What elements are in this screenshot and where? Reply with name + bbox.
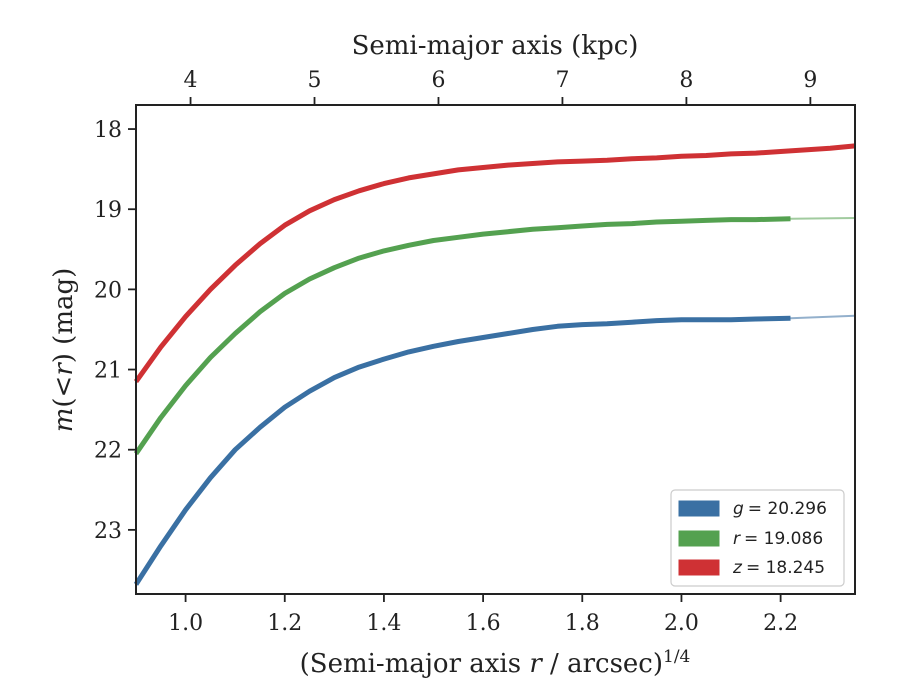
legend-entry-g: g = 20.296 bbox=[678, 499, 827, 519]
y-tick-label-18: 18 bbox=[94, 118, 122, 143]
legend-swatch-z bbox=[678, 559, 720, 576]
legend-label-r: r = 19.086 bbox=[733, 529, 823, 549]
series-g-line bbox=[133, 315, 791, 586]
y-axis-title: m(<r) (mag) bbox=[49, 268, 79, 433]
series-r-extension bbox=[790, 217, 856, 220]
top-tick-label-4: 4 bbox=[184, 68, 198, 93]
top-x-axis-title: Semi-major axis (kpc) bbox=[352, 31, 639, 61]
y-tick-label-20: 20 bbox=[94, 278, 122, 303]
legend-entry-r: r = 19.086 bbox=[678, 529, 823, 549]
top-tick-label-6: 6 bbox=[431, 68, 445, 93]
series-g-extension bbox=[790, 314, 856, 320]
y-tick-label-21: 21 bbox=[94, 359, 122, 384]
x-tick-label-2.0: 2.0 bbox=[664, 611, 699, 636]
series-z-line bbox=[133, 143, 856, 384]
legend-entry-z: z = 18.245 bbox=[678, 558, 825, 578]
top-tick-label-5: 5 bbox=[308, 68, 322, 93]
x-tick-label-2.2: 2.2 bbox=[763, 611, 798, 636]
legend-label-z: z = 18.245 bbox=[732, 558, 825, 578]
x-tick-label-1.2: 1.2 bbox=[267, 611, 302, 636]
x-tick-label-1.6: 1.6 bbox=[466, 611, 501, 636]
y-tick-label-23: 23 bbox=[94, 519, 122, 544]
top-tick-label-8: 8 bbox=[679, 68, 693, 93]
x-tick-label-1.8: 1.8 bbox=[565, 611, 600, 636]
series-r-line bbox=[133, 216, 791, 456]
y-tick-label-19: 19 bbox=[94, 198, 122, 223]
y-tick-label-22: 22 bbox=[94, 439, 122, 464]
x-tick-label-1.0: 1.0 bbox=[168, 611, 203, 636]
top-tick-label-7: 7 bbox=[555, 68, 569, 93]
top-tick-label-9: 9 bbox=[803, 68, 817, 93]
series-layer bbox=[133, 143, 856, 586]
legend: g = 20.296 r = 19.086 z = 18.245 bbox=[670, 489, 845, 587]
legend-label-g: g = 20.296 bbox=[733, 499, 827, 519]
axes-layer: 1.0 1.2 1.4 1.6 1.8 2.0 2.2 18 19 20 21 22 23 4 5 6 7 8 9 bbox=[94, 68, 817, 636]
legend-swatch-r bbox=[678, 530, 720, 547]
plot-frame bbox=[135, 104, 856, 595]
legend-swatch-g bbox=[678, 500, 720, 517]
x-axis-title: (Semi-major axis r / arcsec)1/4 bbox=[300, 647, 691, 679]
x-tick-label-1.4: 1.4 bbox=[366, 611, 401, 636]
